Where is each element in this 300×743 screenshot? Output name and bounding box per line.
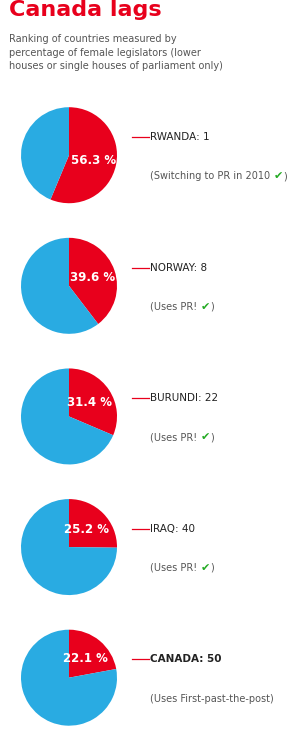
Wedge shape (69, 238, 117, 324)
Text: 56.3 %: 56.3 % (71, 154, 116, 166)
Wedge shape (21, 238, 98, 334)
Text: Ranking of countries measured by
percentage of female legislators (lower
houses : Ranking of countries measured by percent… (9, 34, 223, 71)
Text: (Uses First-past-the-post): (Uses First-past-the-post) (151, 693, 274, 704)
Text: BURUNDI: 22: BURUNDI: 22 (151, 393, 219, 403)
Text: ): ) (283, 171, 287, 181)
Wedge shape (69, 629, 116, 678)
Text: ✔: ✔ (274, 171, 283, 181)
Text: ✔: ✔ (201, 563, 210, 573)
Text: ): ) (210, 302, 214, 312)
Wedge shape (69, 369, 117, 435)
Text: (Uses PR!: (Uses PR! (151, 563, 201, 573)
Text: 22.1 %: 22.1 % (62, 652, 107, 665)
Text: 39.6 %: 39.6 % (70, 271, 115, 285)
Text: ✔: ✔ (201, 432, 210, 442)
Text: IRAQ: 40: IRAQ: 40 (151, 524, 196, 533)
Text: RWANDA: 1: RWANDA: 1 (151, 132, 210, 142)
Text: ): ) (210, 432, 214, 442)
Text: (Switching to PR in 2010: (Switching to PR in 2010 (151, 171, 274, 181)
Wedge shape (21, 499, 117, 595)
Wedge shape (50, 107, 117, 204)
Wedge shape (69, 499, 117, 548)
Text: 25.2 %: 25.2 % (64, 523, 109, 536)
Text: ✔: ✔ (201, 302, 210, 312)
Text: ): ) (210, 563, 214, 573)
Wedge shape (21, 369, 113, 464)
Wedge shape (21, 107, 69, 200)
Text: Canada lags: Canada lags (9, 0, 162, 20)
Text: (Uses PR!: (Uses PR! (151, 432, 201, 442)
Text: NORWAY: 8: NORWAY: 8 (151, 262, 208, 273)
Text: (Uses PR!: (Uses PR! (151, 302, 201, 312)
Text: 31.4 %: 31.4 % (67, 396, 112, 409)
Wedge shape (21, 629, 117, 726)
Text: CANADA: 50: CANADA: 50 (151, 655, 222, 664)
